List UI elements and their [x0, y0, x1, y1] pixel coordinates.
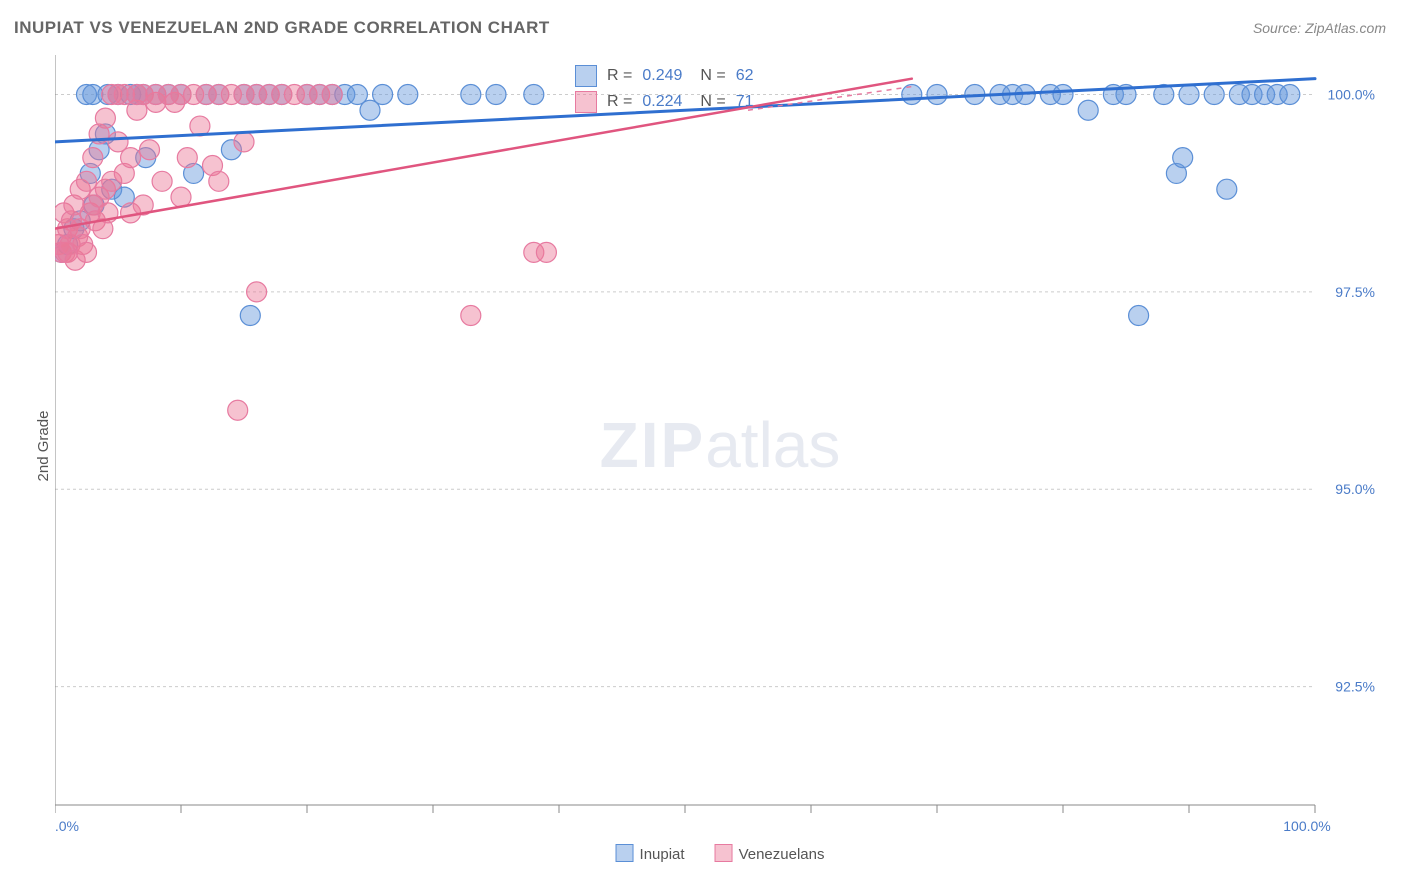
- stats-n-label: N =: [700, 93, 725, 111]
- legend-label: Venezuelans: [739, 846, 825, 863]
- chart-title: INUPIAT VS VENEZUELAN 2ND GRADE CORRELAT…: [14, 18, 550, 38]
- stats-row: R = 0.249 N = 62: [575, 63, 754, 89]
- stats-r-label: R =: [607, 93, 632, 111]
- source-label: Source: ZipAtlas.com: [1253, 20, 1386, 36]
- stats-legend-box: R = 0.249 N = 62 R = 0.224 N = 71: [575, 63, 754, 115]
- plot-area: 92.5%95.0%97.5%100.0%0.0%100.0% ZIPatlas…: [55, 55, 1385, 835]
- svg-text:95.0%: 95.0%: [1335, 481, 1375, 497]
- stats-swatch: [575, 91, 597, 113]
- legend-label: Inupiat: [640, 846, 685, 863]
- scatter-plot-svg: 92.5% 95.0% 97.5% 100.0% 0.0% 100.0%: [55, 55, 1385, 835]
- stats-r-value: 0.249: [642, 67, 682, 85]
- svg-text:100.0%: 100.0%: [1283, 818, 1330, 834]
- legend-item: Inupiat: [616, 844, 685, 863]
- stats-r-value: 0.224: [642, 93, 682, 111]
- legend-swatch: [616, 844, 634, 862]
- stats-row: R = 0.224 N = 71: [575, 89, 754, 115]
- stats-n-value: 71: [736, 93, 754, 111]
- stats-n-label: N =: [700, 67, 725, 85]
- stats-swatch: [575, 65, 597, 87]
- svg-text:97.5%: 97.5%: [1335, 284, 1375, 300]
- stats-r-label: R =: [607, 67, 632, 85]
- legend-swatch: [715, 844, 733, 862]
- legend-item: Venezuelans: [715, 844, 825, 863]
- svg-text:92.5%: 92.5%: [1335, 679, 1375, 695]
- svg-text:100.0%: 100.0%: [1328, 86, 1375, 102]
- svg-text:0.0%: 0.0%: [55, 818, 79, 834]
- legend-bottom: Inupiat Venezuelans: [616, 844, 825, 863]
- chart-header: INUPIAT VS VENEZUELAN 2ND GRADE CORRELAT…: [0, 0, 1406, 50]
- stats-n-value: 62: [736, 67, 754, 85]
- y-axis-label: 2nd Grade: [35, 411, 52, 482]
